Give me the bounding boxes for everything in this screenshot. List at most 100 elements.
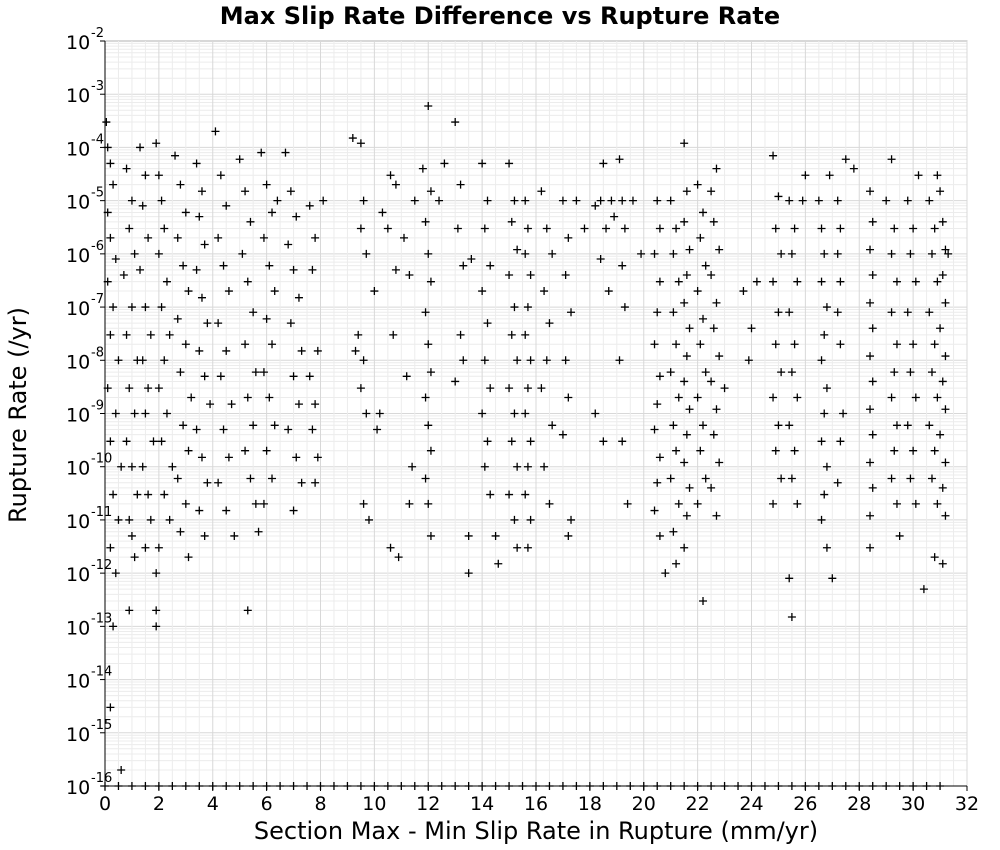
data-point (424, 421, 433, 430)
y-tick-exponent: -5 (91, 186, 104, 201)
data-point (895, 531, 904, 540)
data-point (268, 208, 277, 217)
x-tick-label: 12 (416, 793, 440, 815)
data-point (176, 180, 185, 189)
y-tick-exponent: -14 (91, 665, 112, 680)
data-point (825, 171, 834, 180)
data-point (927, 249, 936, 258)
data-point (421, 217, 430, 226)
data-point (505, 271, 514, 280)
data-point (456, 330, 465, 339)
data-point (373, 425, 382, 434)
data-point (122, 437, 131, 446)
data-point (378, 208, 387, 217)
data-point (567, 308, 576, 317)
data-point (680, 458, 689, 467)
data-point (925, 196, 934, 205)
data-point (486, 490, 495, 499)
data-point (111, 409, 120, 418)
data-point (680, 298, 689, 307)
data-point (262, 314, 271, 323)
data-point (712, 298, 721, 307)
data-point (526, 515, 535, 524)
data-point (308, 425, 317, 434)
data-point (699, 208, 708, 217)
data-point (715, 352, 724, 361)
x-tick-label: 24 (739, 793, 763, 815)
data-point (130, 249, 139, 258)
data-point (230, 531, 239, 540)
y-tick-label: 10 (66, 458, 90, 480)
data-point (483, 437, 492, 446)
y-tick-label: 10 (66, 85, 90, 107)
x-tick-label: 32 (955, 793, 979, 815)
data-point (467, 255, 476, 264)
data-point (154, 384, 163, 393)
data-point (653, 308, 662, 317)
data-point (513, 356, 522, 365)
data-point (720, 384, 729, 393)
y-tick-label: 10 (66, 724, 90, 746)
data-point (558, 196, 567, 205)
data-point (273, 196, 282, 205)
data-point (284, 240, 293, 249)
data-point (435, 196, 444, 205)
data-point (596, 196, 605, 205)
data-point (418, 164, 427, 173)
data-point (925, 421, 934, 430)
data-point (836, 277, 845, 286)
data-point (833, 308, 842, 317)
data-point (927, 368, 936, 377)
data-point (814, 196, 823, 205)
data-point (195, 506, 204, 515)
data-point (144, 490, 153, 499)
data-point (680, 377, 689, 386)
x-tick-label: 8 (314, 793, 326, 815)
data-point (715, 245, 724, 254)
data-point (793, 277, 802, 286)
data-point (181, 208, 190, 217)
data-point (127, 462, 136, 471)
data-point (149, 437, 158, 446)
data-point (141, 409, 150, 418)
data-point (251, 368, 260, 377)
data-point (693, 287, 702, 296)
data-point (752, 277, 761, 286)
data-point (868, 324, 877, 333)
data-point (424, 102, 433, 111)
data-point (798, 196, 807, 205)
data-point (801, 171, 810, 180)
data-point (127, 196, 136, 205)
data-point (117, 462, 126, 471)
data-point (822, 462, 831, 471)
y-tick-label: 10 (66, 138, 90, 160)
data-point (152, 606, 161, 615)
data-point (701, 368, 710, 377)
data-point (771, 340, 780, 349)
data-point (887, 308, 896, 317)
data-point (540, 287, 549, 296)
data-point (459, 356, 468, 365)
data-point (682, 187, 691, 196)
data-point (197, 293, 206, 302)
data-point (451, 118, 460, 127)
data-point (268, 340, 277, 349)
data-point (936, 430, 945, 439)
data-point (712, 511, 721, 520)
data-point (297, 478, 306, 487)
data-point (222, 201, 231, 210)
data-point (359, 196, 368, 205)
data-point (426, 446, 435, 455)
data-point (537, 187, 546, 196)
data-point (790, 446, 799, 455)
data-point (216, 372, 225, 381)
data-point (265, 261, 274, 270)
data-point (513, 462, 522, 471)
data-point (222, 346, 231, 355)
data-point (146, 515, 155, 524)
data-point (707, 483, 716, 492)
data-point (744, 356, 753, 365)
data-point (790, 340, 799, 349)
data-point (114, 356, 123, 365)
data-point (197, 187, 206, 196)
